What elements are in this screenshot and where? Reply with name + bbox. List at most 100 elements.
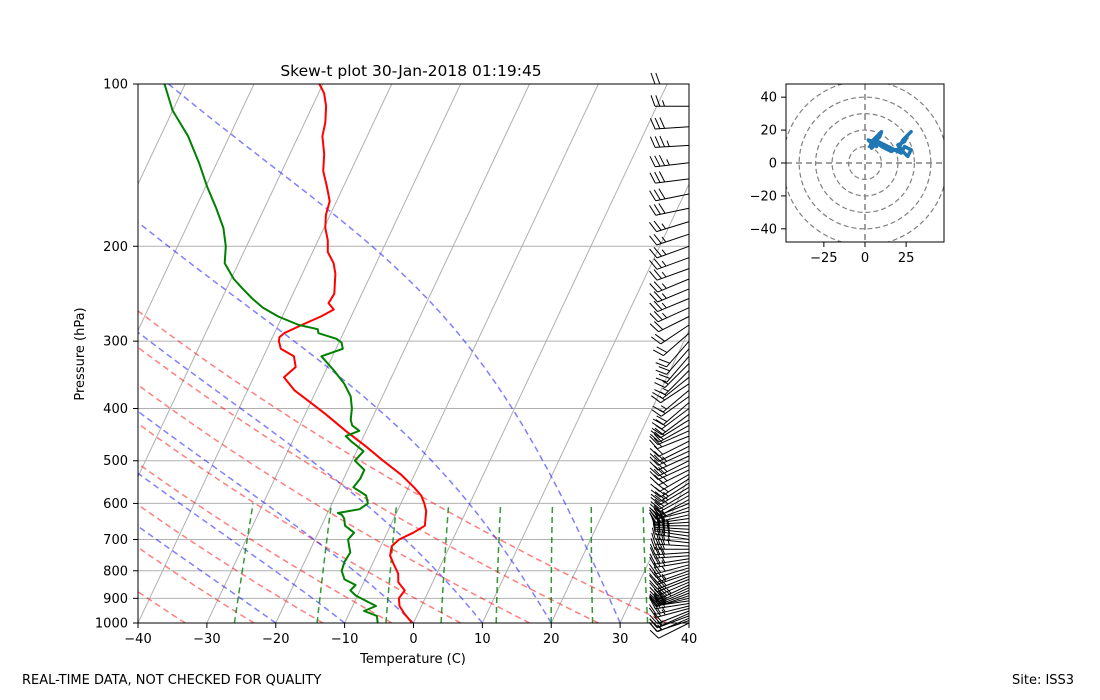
barb-flag bbox=[650, 493, 661, 502]
wind-barb bbox=[649, 171, 690, 184]
barb-flag bbox=[658, 358, 670, 364]
isotherm-line bbox=[619, 475, 689, 623]
wind-barb bbox=[649, 587, 690, 603]
barb-flag bbox=[652, 405, 664, 413]
isotherm-line bbox=[206, 84, 462, 623]
hodograph-axes: −25 0 25 40 20 0 −20 −40 bbox=[750, 83, 945, 266]
hodograph-y-tick-label: −20 bbox=[750, 189, 777, 204]
barb-shaft bbox=[660, 482, 690, 502]
barb-flag bbox=[649, 593, 659, 603]
barb-flag bbox=[649, 313, 659, 323]
barb-flag bbox=[651, 409, 662, 417]
barb-shaft bbox=[657, 617, 690, 633]
barb-half-flag bbox=[662, 312, 668, 319]
wind-barb bbox=[650, 482, 690, 502]
barb-flag bbox=[649, 248, 658, 259]
wind-barb bbox=[649, 316, 690, 333]
hodograph-x-tick-label: 0 bbox=[861, 251, 869, 266]
barb-flag bbox=[658, 203, 666, 214]
barb-flag bbox=[654, 333, 665, 342]
barb-flag bbox=[653, 588, 663, 598]
barb-shaft bbox=[657, 589, 690, 605]
barb-half-flag bbox=[661, 236, 667, 243]
wind-barb bbox=[651, 383, 690, 404]
wind-barb bbox=[649, 546, 690, 559]
barb-flag bbox=[650, 72, 656, 85]
barb-flag bbox=[650, 507, 660, 517]
barb-flag bbox=[649, 323, 659, 333]
barb-half-flag bbox=[662, 380, 669, 385]
barb-half-flag bbox=[662, 499, 669, 505]
wind-barb bbox=[649, 288, 690, 303]
barb-shaft bbox=[655, 530, 690, 537]
wind-barb bbox=[655, 355, 690, 383]
barb-half-flag bbox=[666, 159, 670, 166]
dry-adiabat bbox=[0, 84, 47, 623]
wind-barb bbox=[649, 135, 690, 148]
barb-shaft bbox=[661, 396, 690, 417]
barb-shaft bbox=[657, 455, 690, 471]
barb-flag bbox=[649, 556, 656, 568]
wind-barb bbox=[649, 610, 690, 625]
barb-flag bbox=[656, 415, 668, 423]
barb-shaft bbox=[655, 552, 690, 556]
barb-shaft bbox=[656, 567, 690, 579]
plot-frame bbox=[137, 83, 690, 624]
barb-flag bbox=[651, 427, 663, 436]
isotherm-line bbox=[344, 84, 599, 623]
barb-half-flag bbox=[662, 387, 669, 392]
isotherm-line bbox=[481, 182, 689, 623]
wind-barb bbox=[650, 95, 689, 107]
isotherm-line bbox=[413, 84, 668, 623]
barb-shaft bbox=[657, 430, 690, 446]
barb-flag bbox=[649, 598, 656, 609]
wind-barb bbox=[649, 617, 690, 633]
barb-shaft bbox=[662, 389, 690, 413]
mixing-ratio-line bbox=[550, 503, 554, 623]
wind-barb bbox=[649, 154, 690, 168]
barb-shaft bbox=[657, 450, 690, 466]
barb-shaft bbox=[655, 207, 690, 216]
barb-flag bbox=[655, 362, 667, 368]
barb-flag bbox=[653, 291, 663, 301]
barb-shaft bbox=[657, 576, 690, 590]
barb-flag bbox=[649, 547, 656, 559]
barb-flag bbox=[658, 373, 671, 379]
wind-barb bbox=[649, 445, 690, 462]
hodograph-y-tick-label: 0 bbox=[769, 157, 777, 172]
barb-flag bbox=[650, 483, 660, 492]
barb-flag bbox=[652, 418, 664, 426]
barb-half-flag bbox=[661, 283, 667, 289]
barb-shaft bbox=[655, 126, 690, 130]
barb-flag bbox=[649, 456, 659, 466]
wind-barbs bbox=[648, 72, 690, 639]
barb-shaft bbox=[657, 278, 690, 293]
barb-flag bbox=[649, 553, 656, 565]
barb-flag bbox=[649, 439, 658, 450]
barb-flag bbox=[654, 494, 665, 503]
barb-shaft bbox=[658, 440, 690, 457]
barb-flag bbox=[653, 189, 661, 200]
barb-flag bbox=[653, 233, 662, 244]
barb-shaft bbox=[656, 506, 690, 520]
barb-half-flag bbox=[661, 302, 667, 309]
barb-flag bbox=[649, 596, 658, 606]
barb-flag bbox=[649, 270, 658, 281]
barb-flag bbox=[649, 205, 657, 216]
dry-adiabat bbox=[138, 590, 186, 623]
wind-barb bbox=[649, 233, 690, 246]
barb-shaft bbox=[659, 495, 690, 513]
barb-flag bbox=[653, 246, 662, 257]
barb-flag bbox=[648, 607, 657, 618]
moist-adiabat bbox=[138, 331, 483, 623]
barb-flag bbox=[649, 509, 658, 520]
hodograph-x-tick-label: −25 bbox=[810, 251, 837, 266]
barb-flag bbox=[655, 369, 667, 375]
barb-shaft bbox=[657, 307, 690, 323]
barb-half-flag bbox=[666, 519, 670, 526]
barb-shaft bbox=[659, 424, 690, 443]
barb-shaft bbox=[656, 570, 690, 583]
barb-flag bbox=[649, 172, 656, 184]
mixing-ratio-line bbox=[233, 503, 254, 623]
barb-flag bbox=[649, 453, 659, 462]
